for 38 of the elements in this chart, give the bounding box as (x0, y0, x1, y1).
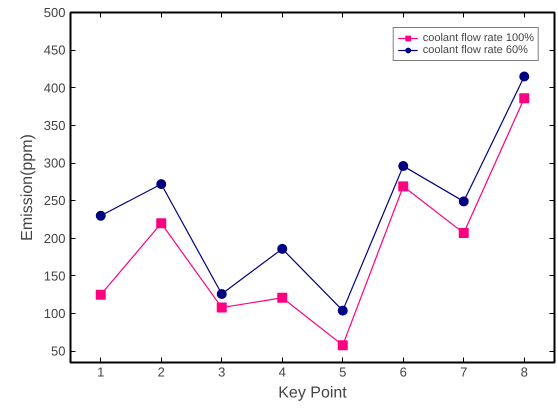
y-tick-label: 450 (44, 42, 66, 58)
legend-label: coolant flow rate 60% (422, 44, 528, 56)
y-tick-label: 200 (44, 230, 66, 246)
point (156, 218, 166, 228)
x-tick-label: 4 (278, 364, 286, 380)
point (277, 244, 288, 254)
legend-label: coolant flow rate 100% (422, 32, 534, 44)
y-tick-label: 100 (44, 306, 66, 322)
y-tick-label: 500 (44, 5, 66, 20)
x-tick-label: 7 (460, 364, 468, 380)
y-tick-label: 50 (51, 344, 66, 359)
y-tick-label: 250 (44, 193, 66, 208)
x-tick-label: 2 (158, 364, 165, 380)
point (338, 306, 348, 316)
point (156, 179, 166, 190)
point (519, 93, 530, 104)
point (398, 181, 408, 192)
point (216, 289, 227, 299)
y-axis-title: Emission(ppm) (18, 134, 36, 241)
point (458, 196, 469, 206)
x-tick-label: 8 (520, 364, 528, 380)
y-tick-label: 150 (44, 268, 66, 284)
y-tick-label: 400 (44, 80, 66, 96)
x-tick-label: 3 (218, 364, 226, 380)
x-tick-label: 1 (97, 364, 104, 380)
x-tick-label: 6 (400, 364, 407, 380)
point (338, 340, 348, 350)
y-tick-label: 350 (44, 118, 66, 133)
y-tick-label: 300 (44, 156, 66, 171)
point (519, 71, 530, 82)
point (96, 210, 106, 221)
point (96, 290, 106, 300)
point (398, 161, 408, 172)
x-tick-label: 5 (339, 364, 346, 380)
point (277, 292, 288, 303)
point (216, 302, 227, 313)
x-axis-title: Key Point (278, 384, 348, 402)
point (458, 228, 469, 238)
